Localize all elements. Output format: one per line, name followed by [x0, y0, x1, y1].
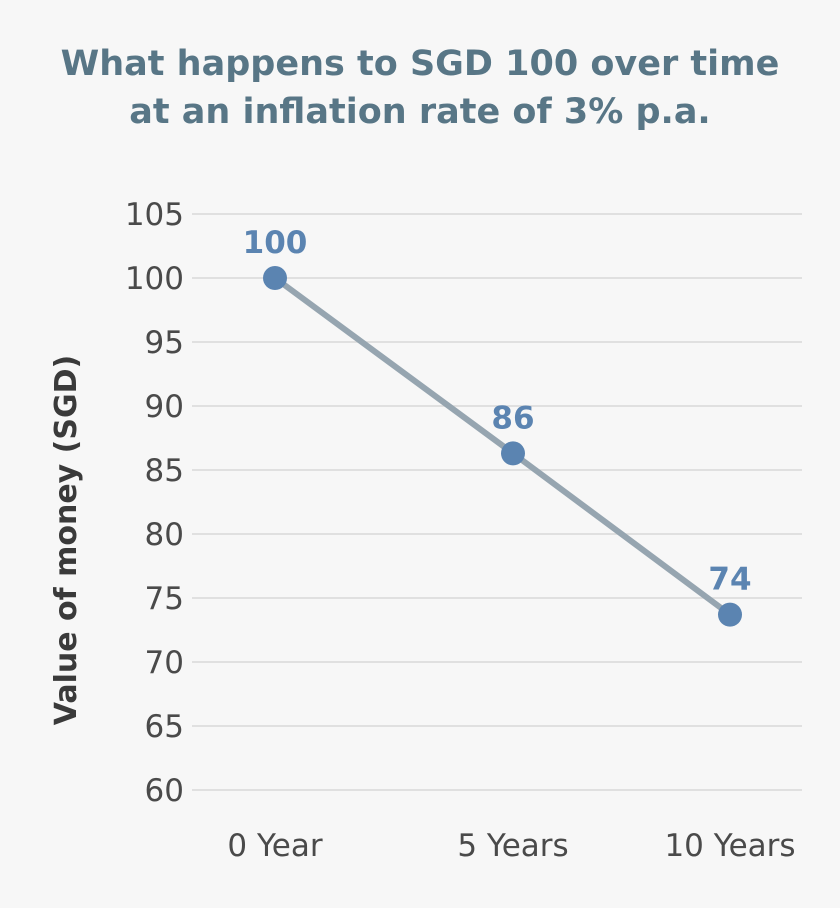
data-label: 86 — [491, 400, 534, 436]
chart-title: What happens to SGD 100 over time at an … — [0, 40, 840, 136]
data-point — [263, 266, 287, 290]
gridlines — [192, 213, 802, 791]
x-axis-ticks: 0 Year 5 Years 10 Years — [227, 828, 795, 864]
y-tick-label: 85 — [145, 453, 184, 489]
data-labels: 100 86 74 — [243, 225, 752, 598]
x-tick-label: 5 Years — [457, 828, 568, 864]
x-tick-label: 10 Years — [664, 828, 795, 864]
y-tick-label: 65 — [145, 709, 184, 745]
series — [263, 266, 742, 627]
y-tick-label: 100 — [125, 261, 184, 297]
chart-title-line-1: What happens to SGD 100 over time — [60, 44, 780, 84]
y-tick-label: 75 — [145, 581, 184, 617]
data-point — [501, 441, 525, 466]
data-label: 100 — [243, 225, 308, 261]
y-axis-ticks: 60 65 70 75 80 85 90 95 100 105 — [125, 197, 184, 809]
data-label: 74 — [708, 562, 751, 598]
y-axis-title: Value of money (SGD) — [49, 355, 84, 726]
chart-title-line-2: at an inflation rate of 3% p.a. — [129, 92, 711, 132]
y-tick-label: 105 — [125, 197, 184, 233]
y-tick-label: 60 — [145, 773, 184, 809]
series-line — [272, 275, 733, 618]
y-tick-label: 70 — [145, 645, 184, 681]
data-point — [718, 602, 742, 627]
y-tick-label: 95 — [145, 325, 184, 361]
y-tick-label: 80 — [145, 517, 184, 553]
y-tick-label: 90 — [145, 389, 184, 425]
x-tick-label: 0 Year — [227, 828, 322, 864]
